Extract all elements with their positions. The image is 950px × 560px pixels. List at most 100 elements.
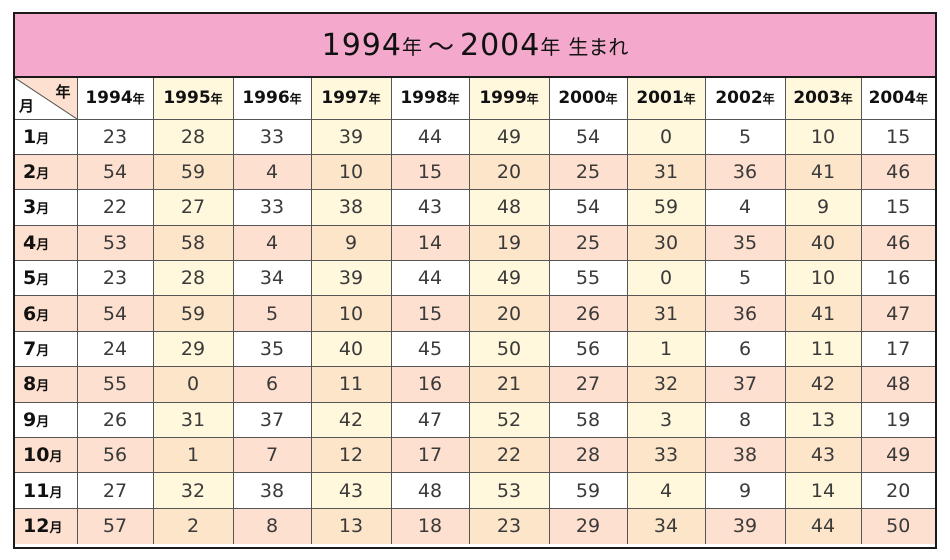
table-cell: 2	[152, 507, 234, 544]
month-header-number: 9	[23, 408, 37, 431]
table-cell: 27	[76, 472, 154, 509]
month-header-12: 12月	[15, 507, 78, 544]
year-header-number: 2000	[558, 88, 606, 109]
table-cell: 23	[76, 260, 154, 297]
year-header-number: 1995	[163, 88, 211, 109]
year-month-grid: 年 月 1994年 1995年 1996年 1997年 1998年 1999年 2000年 2…	[15, 78, 935, 544]
table-cell: 53	[468, 472, 550, 509]
table-cell: 52	[468, 401, 550, 439]
title-year-kanji-end: 年	[540, 34, 561, 59]
table-cell: 40	[310, 330, 392, 368]
month-header-8: 8月	[15, 366, 78, 403]
table-row: 10月 56 1 7 12 17 22 28 33 38 43 49	[15, 437, 935, 474]
month-header-kanji: 月	[36, 167, 50, 183]
table-cell: 35	[232, 330, 312, 368]
month-header-number: 6	[23, 302, 37, 325]
month-header-kanji: 月	[36, 379, 50, 395]
month-header-kanji: 月	[36, 344, 50, 360]
year-header-1996: 1996年	[232, 78, 312, 120]
table-cell: 3	[626, 401, 706, 439]
table-cell: 6	[704, 330, 786, 368]
table-cell: 4	[232, 153, 312, 191]
table-cell: 6	[232, 366, 312, 403]
table-cell: 47	[390, 401, 470, 439]
year-header-number: 2001	[636, 88, 684, 109]
table-cell: 27	[548, 366, 628, 403]
table-cell: 20	[860, 472, 935, 509]
title-suffix: 生まれ	[568, 34, 629, 59]
month-header-kanji: 月	[49, 521, 63, 537]
table-row: 8月 55 0 6 11 16 21 27 32 37 42 48	[15, 366, 935, 403]
table-cell: 45	[390, 330, 470, 368]
table-cell: 42	[310, 401, 392, 439]
table-cell: 26	[76, 401, 154, 439]
table-cell: 58	[548, 401, 628, 439]
month-header-number: 3	[23, 196, 37, 219]
table-cell: 15	[390, 153, 470, 191]
table-cell: 33	[232, 118, 312, 155]
month-header-number: 11	[23, 479, 50, 502]
table-cell: 59	[152, 295, 234, 332]
table-cell: 8	[704, 401, 786, 439]
table-cell: 12	[310, 437, 392, 474]
table-cell: 15	[860, 118, 935, 155]
table-cell: 56	[548, 330, 628, 368]
table-row: 9月 26 31 37 42 47 52 58 3 8 13 19	[15, 401, 935, 439]
table-cell: 8	[232, 507, 312, 544]
table-row: 5月 23 28 34 39 44 49 55 0 5 10 16	[15, 260, 935, 297]
table-cell: 59	[626, 189, 706, 226]
table-cell: 27	[152, 189, 234, 226]
table-cell: 48	[860, 366, 935, 403]
table-cell: 26	[548, 295, 628, 332]
table-cell: 41	[784, 153, 862, 191]
table-cell: 32	[626, 366, 706, 403]
month-header-10: 10月	[15, 437, 78, 474]
table-cell: 10	[784, 118, 862, 155]
month-header-number: 1	[23, 125, 37, 148]
table-cell: 14	[784, 472, 862, 509]
table-cell: 49	[468, 260, 550, 297]
month-header-2: 2月	[15, 153, 78, 191]
table-cell: 29	[152, 330, 234, 368]
table-cell: 25	[548, 224, 628, 262]
table-cell: 58	[152, 224, 234, 262]
birth-year-table-frame: 1994 年 ～ 2004 年 生まれ 年 月 1994	[13, 12, 937, 549]
table-cell: 40	[784, 224, 862, 262]
month-header-1: 1月	[15, 118, 78, 155]
table-cell: 37	[704, 366, 786, 403]
table-cell: 5	[232, 295, 312, 332]
table-cell: 28	[548, 437, 628, 474]
table-cell: 53	[76, 224, 154, 262]
table-cell: 5	[704, 118, 786, 155]
table-cell: 9	[784, 189, 862, 226]
year-header-2002: 2002年	[704, 78, 786, 120]
table-cell: 47	[860, 295, 935, 332]
year-header-1997: 1997年	[310, 78, 392, 120]
year-header-1999: 1999年	[468, 78, 550, 120]
table-cell: 4	[704, 189, 786, 226]
table-cell: 34	[232, 260, 312, 297]
year-header-kanji: 年	[526, 92, 539, 107]
year-header-kanji: 年	[210, 92, 223, 107]
month-header-kanji: 月	[36, 202, 50, 218]
table-cell: 49	[468, 118, 550, 155]
table-cell: 34	[626, 507, 706, 544]
month-header-6: 6月	[15, 295, 78, 332]
table-row: 2月 54 59 4 10 15 20 25 31 36 41 46	[15, 153, 935, 191]
table-row: 12月 57 2 8 13 18 23 29 34 39 44 50	[15, 507, 935, 544]
year-header-number: 1999	[479, 88, 527, 109]
year-header-number: 1998	[400, 88, 448, 109]
title-end-year: 2004	[460, 27, 541, 63]
month-header-number: 10	[23, 444, 50, 467]
table-cell: 10	[784, 260, 862, 297]
table-cell: 1	[152, 437, 234, 474]
year-header-kanji: 年	[132, 92, 145, 107]
table-cell: 24	[76, 330, 154, 368]
month-header-number: 2	[23, 161, 37, 184]
table-cell: 43	[310, 472, 392, 509]
table-cell: 38	[310, 189, 392, 226]
month-header-9: 9月	[15, 401, 78, 439]
table-cell: 30	[626, 224, 706, 262]
table-cell: 22	[76, 189, 154, 226]
month-header-kanji: 月	[36, 308, 50, 324]
